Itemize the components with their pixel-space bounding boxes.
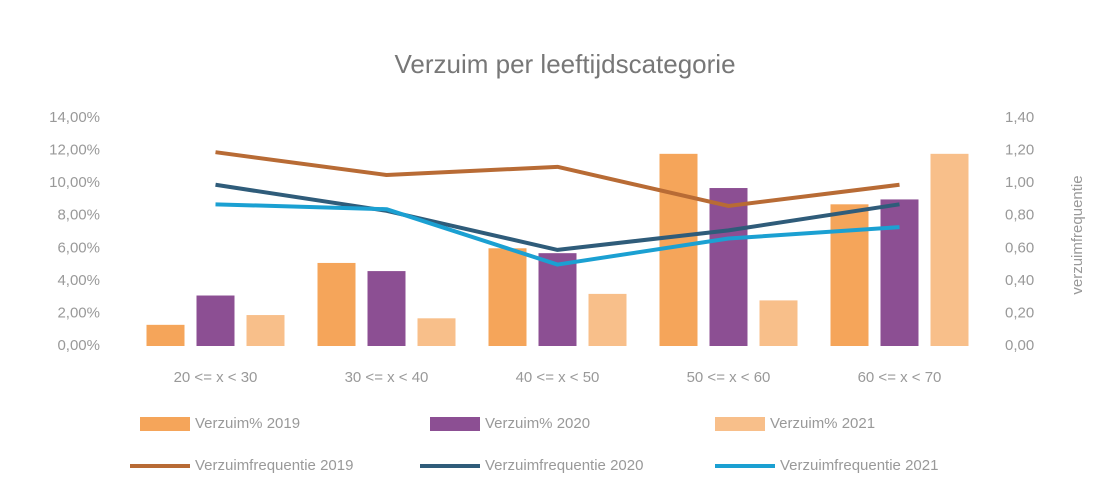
- legend-label: Verzuimfrequentie 2019: [195, 457, 353, 474]
- bar: [930, 153, 969, 346]
- bar: [830, 204, 869, 346]
- x-tick-label: 60 <= x < 70: [858, 369, 942, 386]
- y-tick-label: 8,00%: [57, 207, 100, 224]
- bar: [880, 199, 919, 346]
- line: [215, 182, 900, 252]
- x-tick-label: 50 <= x < 60: [687, 369, 771, 386]
- y-tick-label: 0,00%: [57, 337, 100, 354]
- line: [215, 150, 900, 208]
- y-tick-label: 10,00%: [49, 174, 100, 191]
- y2-axis-label: verzuimfrequentie: [1069, 175, 1086, 294]
- bar: [417, 318, 456, 346]
- bar: [146, 324, 185, 346]
- bar: [367, 271, 406, 346]
- legend-label: Verzuim% 2020: [485, 415, 590, 432]
- legend-label: Verzuimfrequentie 2020: [485, 457, 643, 474]
- y2-tick-label: 0,00: [1005, 337, 1034, 354]
- y2-tick-label: 1,00: [1005, 174, 1034, 191]
- x-tick-label: 20 <= x < 30: [174, 369, 258, 386]
- legend-swatch: [715, 417, 765, 431]
- chart-title: Verzuim per leeftijdscategorie: [394, 49, 735, 79]
- bar: [759, 300, 798, 346]
- legend-label: Verzuim% 2019: [195, 415, 300, 432]
- y-tick-label: 6,00%: [57, 239, 100, 256]
- y2-tick-label: 1,40: [1005, 109, 1034, 126]
- bar: [196, 295, 235, 346]
- legend-swatch: [430, 417, 480, 431]
- y-tick-label: 12,00%: [49, 142, 100, 159]
- bar: [709, 188, 748, 346]
- line: [215, 202, 900, 267]
- bar: [488, 248, 527, 346]
- y-tick-label: 4,00%: [57, 272, 100, 289]
- y2-tick-label: 0,40: [1005, 272, 1034, 289]
- legend-swatch: [140, 417, 190, 431]
- y2-tick-label: 0,80: [1005, 207, 1034, 224]
- bar: [246, 315, 285, 346]
- legend-label: Verzuim% 2021: [770, 415, 875, 432]
- x-tick-label: 30 <= x < 40: [345, 369, 429, 386]
- legend-label: Verzuimfrequentie 2021: [780, 457, 938, 474]
- bar: [588, 293, 627, 346]
- bar: [317, 262, 356, 346]
- y2-tick-label: 0,60: [1005, 239, 1034, 256]
- bar: [538, 253, 577, 346]
- y2-tick-label: 1,20: [1005, 142, 1034, 159]
- y-tick-label: 14,00%: [49, 109, 100, 126]
- x-tick-label: 40 <= x < 50: [516, 369, 600, 386]
- y2-tick-label: 0,20: [1005, 304, 1034, 321]
- y-tick-label: 2,00%: [57, 304, 100, 321]
